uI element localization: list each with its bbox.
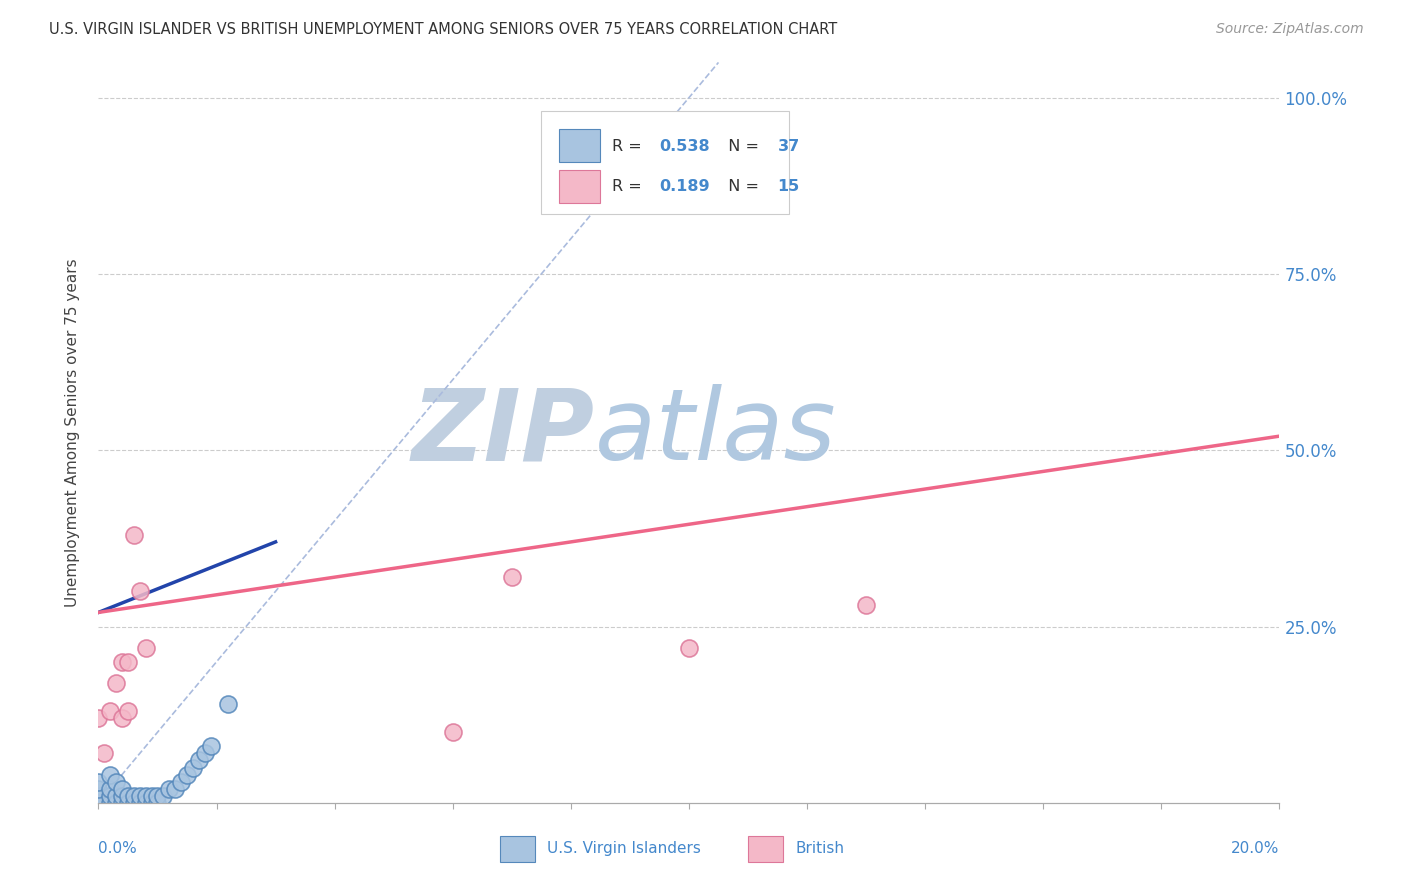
Point — [105, 774, 128, 789]
Point — [117, 789, 139, 803]
Point — [181, 760, 204, 774]
Text: R =: R = — [612, 138, 647, 153]
Y-axis label: Unemployment Among Seniors over 75 years: Unemployment Among Seniors over 75 years — [65, 259, 80, 607]
Point — [217, 697, 239, 711]
Point — [187, 754, 209, 768]
FancyBboxPatch shape — [541, 111, 789, 214]
Point — [98, 704, 121, 718]
Point — [111, 655, 134, 669]
Point — [87, 781, 110, 796]
FancyBboxPatch shape — [748, 836, 783, 862]
Point — [111, 781, 134, 796]
Point — [87, 796, 110, 810]
FancyBboxPatch shape — [560, 129, 600, 162]
Point — [146, 789, 169, 803]
Point — [128, 584, 150, 599]
Text: N =: N = — [718, 179, 765, 194]
Point — [111, 711, 134, 725]
Point — [87, 774, 110, 789]
Text: 0.538: 0.538 — [659, 138, 710, 153]
Text: ZIP: ZIP — [412, 384, 595, 481]
Point — [200, 739, 222, 754]
Point — [117, 655, 139, 669]
Point — [111, 796, 134, 810]
Point — [135, 789, 157, 803]
Point — [194, 747, 217, 761]
Point — [105, 789, 128, 803]
Point — [165, 781, 187, 796]
Point — [146, 796, 169, 810]
Point — [678, 640, 700, 655]
Point — [152, 789, 174, 803]
Point — [122, 796, 145, 810]
Text: U.S. VIRGIN ISLANDER VS BRITISH UNEMPLOYMENT AMONG SENIORS OVER 75 YEARS CORRELA: U.S. VIRGIN ISLANDER VS BRITISH UNEMPLOY… — [49, 22, 838, 37]
Text: U.S. Virgin Islanders: U.S. Virgin Islanders — [547, 841, 702, 856]
Point — [105, 796, 128, 810]
Point — [87, 711, 110, 725]
Point — [128, 796, 150, 810]
Text: atlas: atlas — [595, 384, 837, 481]
FancyBboxPatch shape — [501, 836, 536, 862]
Point — [98, 796, 121, 810]
Point — [135, 796, 157, 810]
Point — [170, 774, 193, 789]
Point — [117, 796, 139, 810]
Text: 20.0%: 20.0% — [1232, 841, 1279, 856]
Text: 0.189: 0.189 — [659, 179, 710, 194]
FancyBboxPatch shape — [560, 169, 600, 203]
Point — [141, 789, 163, 803]
Point — [128, 789, 150, 803]
Point — [135, 640, 157, 655]
Text: 37: 37 — [778, 138, 800, 153]
Text: N =: N = — [718, 138, 765, 153]
Point — [98, 781, 121, 796]
Text: 15: 15 — [778, 179, 800, 194]
Text: 0.0%: 0.0% — [98, 841, 138, 856]
Point — [117, 704, 139, 718]
Point — [441, 725, 464, 739]
Text: R =: R = — [612, 179, 647, 194]
Point — [122, 789, 145, 803]
Point — [157, 781, 180, 796]
Text: British: British — [796, 841, 844, 856]
Point — [141, 796, 163, 810]
Point — [98, 767, 121, 781]
Point — [93, 747, 115, 761]
Point — [87, 789, 110, 803]
Point — [98, 789, 121, 803]
Point — [855, 599, 877, 613]
Point — [122, 528, 145, 542]
Point — [87, 796, 110, 810]
Point — [501, 570, 523, 584]
Text: Source: ZipAtlas.com: Source: ZipAtlas.com — [1216, 22, 1364, 37]
Point — [176, 767, 198, 781]
Point — [105, 676, 128, 690]
Point — [111, 789, 134, 803]
